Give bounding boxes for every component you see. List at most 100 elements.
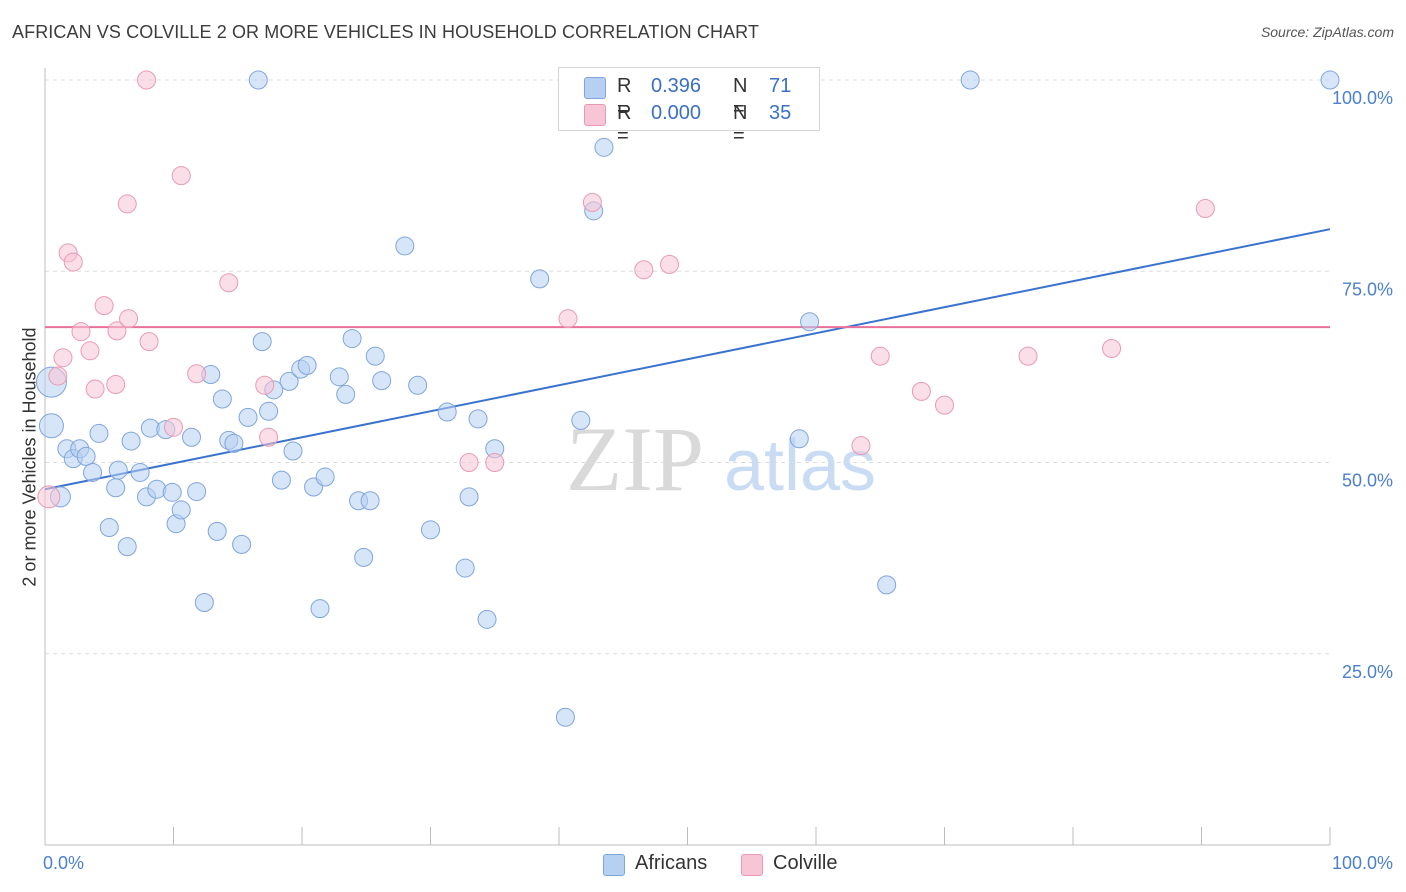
colville-point (117, 194, 137, 214)
colville-point (219, 273, 239, 293)
africans-point (437, 402, 457, 422)
x-tick-label: 0.0% (43, 853, 84, 873)
y-tick-label: 100.0% (1332, 88, 1393, 108)
colville-point (107, 321, 127, 341)
africans-point (877, 575, 897, 595)
africans-point (181, 427, 201, 447)
africans-point (360, 491, 380, 511)
colville-point (71, 322, 91, 342)
colville-point (582, 192, 602, 212)
africans-point (571, 410, 591, 430)
africans-point (38, 413, 64, 439)
africans-n-value: 71 (769, 75, 792, 97)
colville-point (106, 374, 126, 394)
r-label: R = (617, 75, 632, 120)
africans-point (232, 534, 252, 554)
colville-point (119, 309, 139, 329)
chart-title: AFRICAN VS COLVILLE 2 OR MORE VEHICLES I… (12, 22, 760, 42)
colville-point (171, 166, 191, 186)
africans-point (421, 520, 440, 540)
africans-point (171, 500, 191, 520)
colville-point (164, 417, 183, 437)
africans-legend-label: Africans (635, 852, 708, 874)
colville-point (911, 381, 931, 401)
africans-point (800, 312, 820, 332)
africans-point (468, 409, 488, 429)
africans-point (372, 371, 392, 391)
africans-point (99, 518, 119, 538)
africans-point (194, 592, 214, 612)
colville-point (139, 332, 159, 352)
source-credit: Source: ZipAtlas.com (1260, 24, 1394, 40)
colville-point (255, 375, 275, 395)
africans-point (108, 460, 128, 480)
colville-point (558, 309, 578, 329)
colville-r-value: 0.000 (651, 102, 702, 124)
africans-legend-icon (603, 854, 625, 876)
colville-point (634, 260, 654, 280)
colville-point (37, 485, 61, 509)
y-tick-label: 25.0% (1342, 662, 1393, 682)
colville-point (1195, 199, 1215, 219)
africans-point (76, 446, 96, 466)
africans-point (117, 537, 137, 557)
africans-point (130, 462, 150, 482)
africans-point (297, 355, 317, 375)
colville-point (1102, 339, 1122, 359)
africans-point (121, 431, 141, 451)
colville-point (85, 379, 105, 399)
africans-point (365, 346, 385, 366)
colville-point (80, 341, 100, 361)
africans-point (147, 479, 167, 499)
africans-point (89, 423, 109, 443)
colville-point (660, 254, 680, 274)
r-label: R = (617, 102, 632, 147)
africans-point (408, 375, 428, 395)
y-tick-label: 50.0% (1342, 471, 1393, 491)
africans-point (789, 429, 809, 449)
africans-point (555, 707, 575, 727)
africans-point (212, 389, 232, 409)
africans-point (83, 462, 103, 482)
y-axis-label: 2 or more Vehicles in Household (19, 327, 40, 587)
africans-point (224, 433, 244, 453)
colville-point (459, 453, 479, 472)
africans-point (477, 609, 497, 629)
n-label: N = (733, 75, 748, 120)
africans-point (329, 367, 349, 387)
n-label: N = (733, 102, 748, 147)
africans-point (594, 137, 614, 157)
africans-point (248, 70, 268, 90)
colville-point (137, 70, 157, 90)
africans-point (315, 467, 335, 487)
africans-point (283, 441, 303, 461)
y-tick-label: 75.0% (1342, 279, 1393, 299)
colville-point (935, 395, 954, 415)
colville-legend-icon (741, 854, 763, 876)
colville-point (870, 346, 890, 366)
africans-point (310, 599, 330, 619)
colville-point (259, 427, 279, 447)
africans-trend-line (44, 228, 1331, 491)
africans-point (354, 547, 374, 567)
africans-point (207, 521, 227, 541)
africans-swatch-icon (584, 77, 606, 99)
colville-point (485, 453, 505, 472)
stats-legend: R = 0.396 N = 71 R = 0.000 N = 35 (558, 67, 820, 147)
africans-point (271, 470, 291, 490)
africans-point (106, 478, 126, 498)
colville-point (187, 364, 207, 384)
africans-point (342, 329, 362, 349)
africans-point (162, 482, 182, 502)
africans-point (960, 70, 980, 90)
colville-point (48, 366, 68, 386)
colville-point (94, 296, 114, 316)
africans-point (187, 482, 207, 502)
africans-point (395, 236, 415, 256)
x-tick-label: 100.0% (1332, 853, 1393, 873)
africans-point (530, 269, 550, 289)
africans-point (279, 371, 299, 391)
colville-point (63, 252, 83, 272)
colville-point (1018, 346, 1038, 366)
